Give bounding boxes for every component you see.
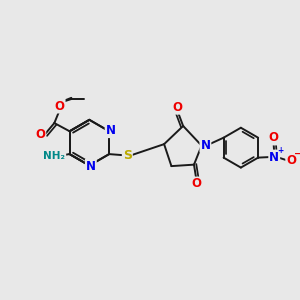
Text: N: N [106,124,116,137]
Text: S: S [123,149,132,162]
Text: O: O [35,128,45,141]
Text: +: + [277,146,283,155]
Text: −: − [294,149,300,159]
Text: O: O [55,100,64,112]
Text: N: N [200,139,210,152]
Text: O: O [172,101,182,114]
Text: O: O [268,131,279,145]
Text: O: O [192,178,202,190]
Text: N: N [269,151,279,164]
Text: O: O [286,154,296,167]
Text: N: N [86,160,96,172]
Text: NH₂: NH₂ [43,152,65,161]
